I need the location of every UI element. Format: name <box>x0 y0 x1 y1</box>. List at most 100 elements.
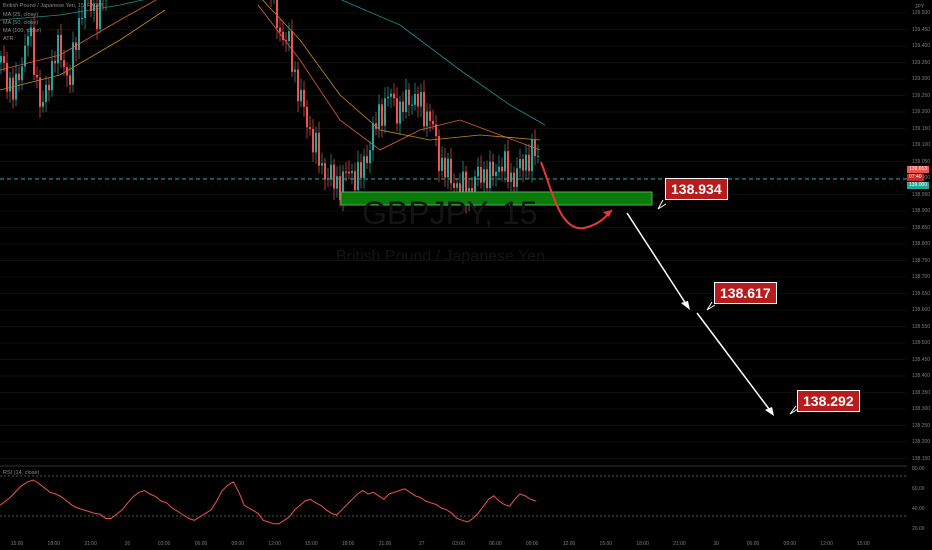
candle-body <box>96 4 98 30</box>
y-tick-label: 138.400 <box>912 373 931 379</box>
price-grid <box>0 12 907 459</box>
indicator-label-ma50[interactable]: MA (50, close) <box>3 20 39 26</box>
candle-body <box>312 128 314 153</box>
candle-body <box>387 96 389 99</box>
candle-body <box>423 92 425 127</box>
candle-body <box>396 98 398 124</box>
x-tick-label: 18:00 <box>636 541 649 547</box>
indicator-label-ma100[interactable]: MA (100, close) <box>3 28 42 34</box>
candle-body <box>297 69 299 102</box>
rsi-tick-label: 60.00 <box>912 486 925 492</box>
candle-body <box>384 98 386 126</box>
candle-body <box>321 163 323 166</box>
ma50-line <box>262 0 541 141</box>
candle-body <box>426 111 428 127</box>
candle-body <box>450 158 452 184</box>
candle-body <box>318 132 320 166</box>
candle-body <box>360 162 362 178</box>
candle-body <box>90 0 92 12</box>
y-tick-label: 138.750 <box>912 257 931 264</box>
candle-body <box>48 84 50 91</box>
candle-body <box>84 0 86 19</box>
x-tick-label: 09:00 <box>783 541 797 547</box>
y-tick-label: 139.100 <box>912 142 931 148</box>
indicator-label-ma25[interactable]: MA (25, close) <box>3 12 39 18</box>
candle-body <box>339 176 341 200</box>
x-tick-label: 15:00 <box>305 541 318 547</box>
x-tick-label: 30 <box>713 541 719 547</box>
candle-body <box>69 75 71 85</box>
candle-body <box>33 27 35 75</box>
y-tick-label: 138.800 <box>912 241 931 247</box>
y-tick-label: 139.400 <box>912 43 931 49</box>
callout-tail-3 <box>789 405 799 415</box>
candle-body <box>66 67 68 76</box>
x-tick-label: 06:00 <box>489 541 502 547</box>
candle-body <box>342 171 344 200</box>
candle-body <box>78 18 80 50</box>
candle-body <box>357 162 359 191</box>
y-tick-label: 139.050 <box>912 158 931 165</box>
candle-body <box>6 62 8 92</box>
ma50-line <box>0 9 166 91</box>
candle-body <box>447 158 449 178</box>
candle-body <box>369 150 371 164</box>
candle-body <box>294 69 296 72</box>
target-3-callout[interactable]: 138.292 <box>797 390 860 412</box>
callout-tail-1 <box>657 199 667 210</box>
candle-body <box>381 104 383 126</box>
candle-body <box>36 74 38 78</box>
candle-body <box>441 157 443 171</box>
candle-body <box>480 166 482 183</box>
candle-body <box>420 92 422 107</box>
candle-body <box>309 127 311 129</box>
target-2-callout[interactable]: 138.617 <box>714 282 777 304</box>
candle-body <box>474 176 476 197</box>
white-arrow-1[interactable] <box>626 212 689 308</box>
candle-body <box>513 172 515 187</box>
indicator-label-atr[interactable]: ATR <box>3 36 14 42</box>
x-tick-label: 06:00 <box>746 541 760 547</box>
x-tick-label: 15:00 <box>857 541 870 547</box>
target-1-callout[interactable]: 138.934 <box>665 178 728 200</box>
line-price-label: 139.000 <box>907 182 930 189</box>
candle-body <box>60 34 62 61</box>
candle-body <box>498 166 500 172</box>
red-projection-arrow[interactable] <box>540 161 613 230</box>
y-tick-label: 138.300 <box>912 406 931 412</box>
candle-body <box>492 161 494 176</box>
rsi-label[interactable]: RSI (14, close) <box>3 470 40 476</box>
candle-body <box>477 166 479 177</box>
candle-body <box>462 171 464 193</box>
candle-body <box>291 31 293 72</box>
candle-body <box>444 157 446 178</box>
x-tick-label: 03:00 <box>452 541 465 547</box>
chart-title[interactable]: British Pound / Japanese Yen, 15, FXCM <box>3 3 103 9</box>
callout-tail-2 <box>706 301 716 311</box>
demand-zone[interactable] <box>340 191 653 206</box>
white-arrow-2[interactable] <box>696 312 773 414</box>
x-tick-label: 03:00 <box>157 541 171 547</box>
candle-body <box>429 111 431 121</box>
candle-body <box>21 66 23 81</box>
y-tick-label: 138.850 <box>912 224 931 231</box>
rsi-tick-label: 40.00 <box>912 506 925 512</box>
x-tick-label: 21:00 <box>378 541 392 547</box>
candle-body <box>42 101 44 107</box>
x-tick-label: 15:00 <box>599 541 613 547</box>
white-arrowhead-2 <box>765 407 774 416</box>
y-tick-label: 138.150 <box>912 455 931 462</box>
candle-body <box>501 166 503 172</box>
candle-body <box>516 168 518 187</box>
y-tick-label: 138.650 <box>912 290 931 297</box>
ma25-line <box>0 0 157 71</box>
candle-body <box>393 93 395 99</box>
candle-body <box>54 60 56 64</box>
x-tick-label: 09:00 <box>525 541 539 547</box>
candle-body <box>402 101 404 112</box>
candle-body <box>348 171 350 174</box>
candle-body <box>279 27 281 32</box>
y-tick-label: 138.700 <box>912 274 931 280</box>
y-tick-label: 139.300 <box>912 76 931 82</box>
